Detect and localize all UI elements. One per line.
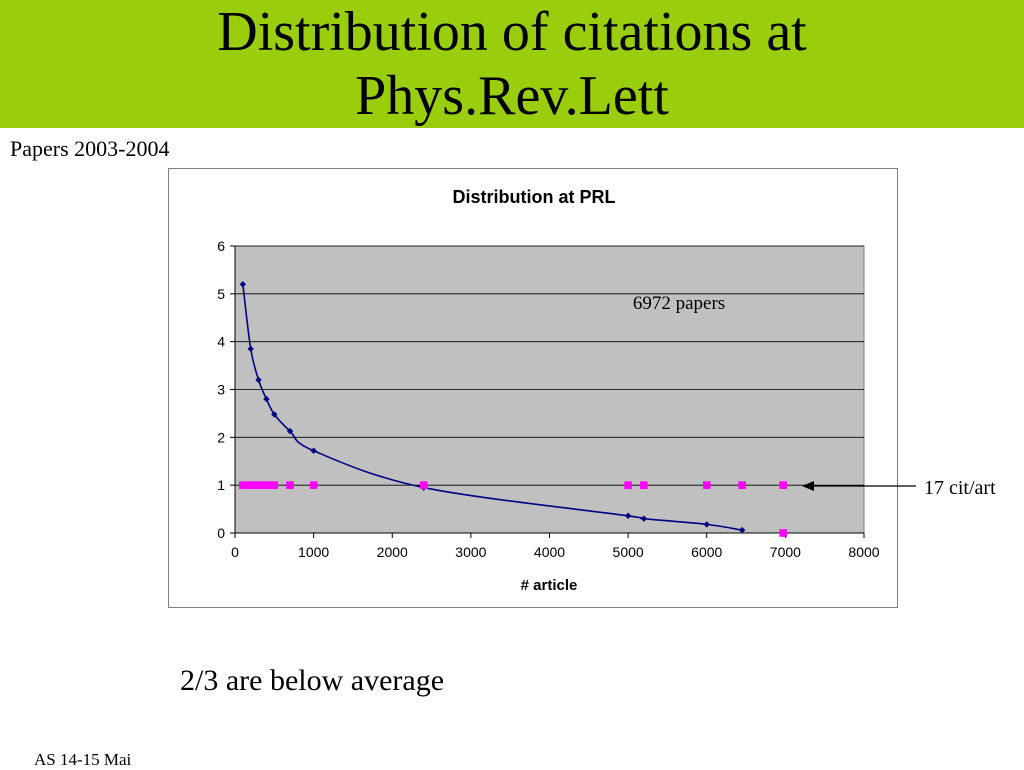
x-tick-label: 4000 — [534, 544, 565, 560]
x-tick-label: 8000 — [848, 544, 879, 560]
average-point-marker — [262, 481, 271, 489]
slide-title-line-1: Distribution of citations at — [217, 1, 807, 63]
y-tick-label: 6 — [217, 238, 225, 254]
x-axis: 0 1000 2000 3000 4000 5000 6000 7000 8000 — [231, 532, 880, 560]
average-point-marker — [624, 481, 632, 489]
curve-point-marker — [271, 411, 278, 418]
average-point-marker — [286, 481, 294, 489]
x-tick-label: 5000 — [613, 544, 644, 560]
curve-point-marker — [310, 447, 317, 454]
title-bar — [0, 0, 1024, 128]
footer-text: AS 14-15 Mai — [34, 750, 132, 769]
average-point-marker — [419, 481, 428, 489]
average-point-marker — [250, 481, 259, 489]
average-point-marker — [738, 481, 746, 489]
y-tick-label: 3 — [217, 382, 225, 398]
average-point-marker — [779, 529, 787, 537]
curve-point-marker — [263, 395, 270, 403]
x-tick-label: 0 — [231, 544, 239, 560]
y-tick-label: 1 — [217, 477, 225, 493]
series-curve — [239, 281, 746, 534]
average-point-marker — [309, 481, 318, 489]
average-point-marker — [246, 481, 255, 489]
curve-point-marker — [247, 345, 254, 353]
average-point-marker — [254, 481, 263, 489]
below-average-note: 2/3 are below average — [180, 664, 445, 697]
average-point-marker — [640, 481, 648, 489]
series-markers — [239, 481, 787, 537]
papers-count-annotation: 6972 papers — [633, 293, 725, 314]
curve-point-marker — [286, 427, 294, 435]
average-point-marker — [270, 481, 279, 489]
curve-point-marker — [624, 512, 632, 519]
x-tick-label: 3000 — [455, 544, 486, 560]
average-point-marker — [702, 481, 711, 489]
slide-title: Distribution of citations at Phys.Rev.Le… — [0, 0, 1024, 136]
curve-point-marker — [703, 521, 710, 528]
y-tick-label: 2 — [217, 429, 225, 445]
y-axis: 0 1 2 3 4 5 6 — [217, 238, 236, 541]
average-point-marker — [258, 481, 267, 489]
y-tick-label: 5 — [217, 286, 225, 302]
average-point-marker — [779, 481, 787, 489]
curve-point-marker — [640, 515, 648, 522]
x-tick-label: 6000 — [691, 544, 722, 560]
y-tick-label: 0 — [217, 525, 225, 541]
x-tick-label: 1000 — [298, 544, 329, 560]
average-point-marker — [266, 481, 275, 489]
chart-title: Distribution at PRL — [453, 187, 616, 207]
slide-title-line-2: Phys.Rev.Lett — [355, 65, 669, 127]
chart-frame: Distribution at PRL 0 1 2 3 4 5 6 0 1000 2000 300… — [168, 168, 898, 608]
curve-point-marker — [239, 281, 247, 288]
average-citations-label: 17 cit/art — [924, 477, 996, 499]
average-point-marker — [242, 481, 251, 489]
average-point-marker — [239, 481, 247, 489]
y-tick-label: 4 — [217, 334, 225, 350]
x-tick-label: 7000 — [770, 544, 801, 560]
x-tick-label: 2000 — [377, 544, 408, 560]
slide-subtitle: Papers 2003-2004 — [10, 136, 170, 161]
citation-chart: Distribution at PRL 0 1 2 3 4 5 6 0 1000 2000 300… — [217, 187, 880, 594]
curve-point-marker — [738, 526, 746, 534]
x-axis-title: # article — [521, 577, 578, 594]
gridlines — [235, 245, 864, 486]
